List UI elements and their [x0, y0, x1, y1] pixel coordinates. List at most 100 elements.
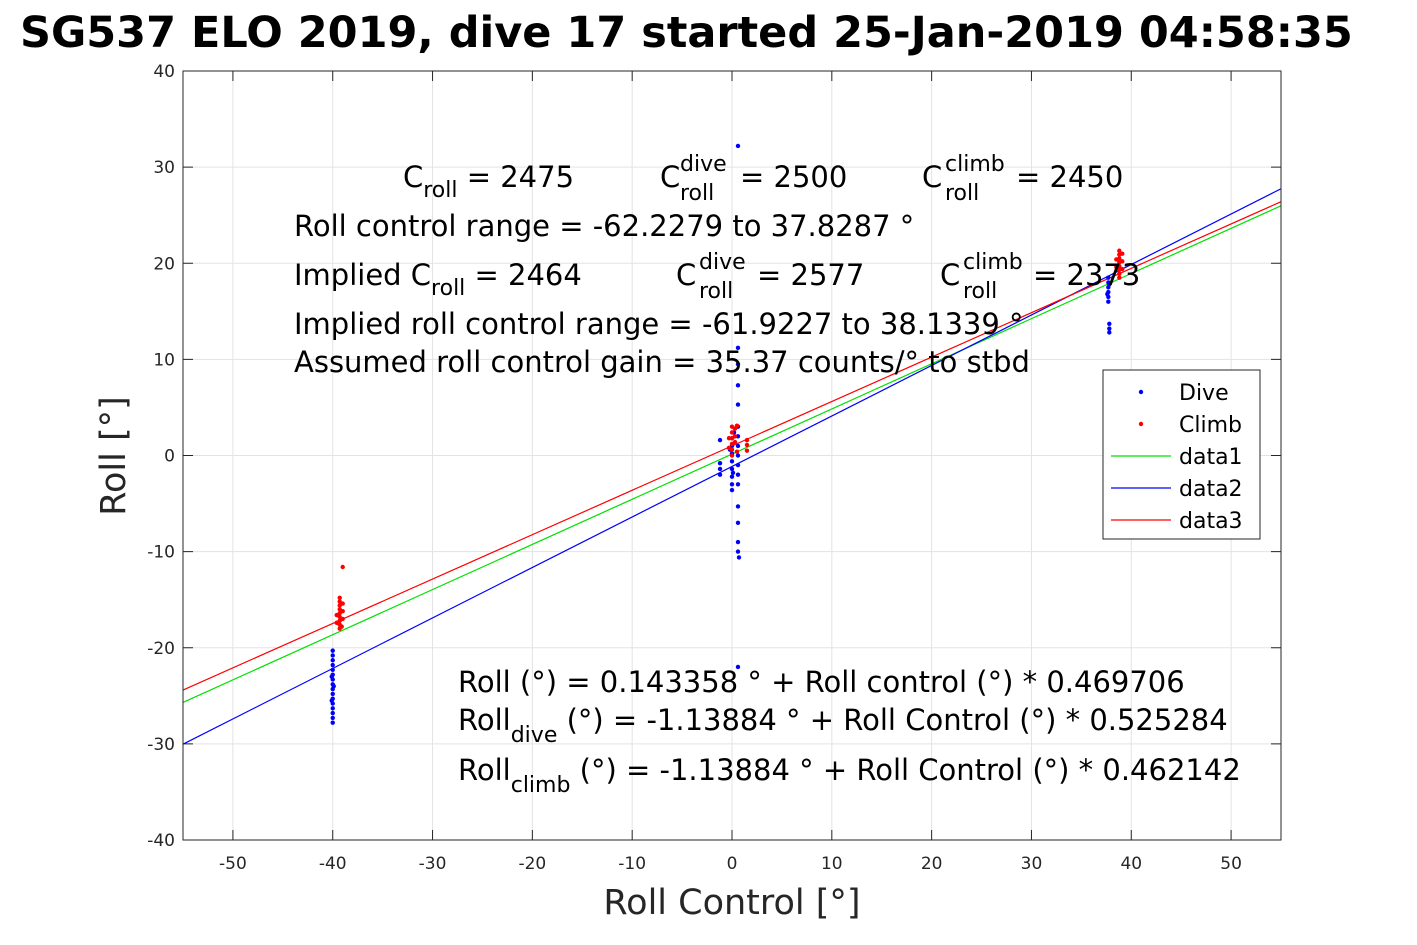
x-tick-label: 0	[727, 854, 738, 874]
dive-point	[330, 658, 335, 663]
x-tick-label: 30	[1021, 854, 1043, 874]
annotation-implied-c-climb-val: = 2373	[1033, 258, 1140, 292]
annotation-fit-climb: Rollclimb (°) = -1.13884 ° + Roll Contro…	[458, 753, 1241, 798]
climb-point	[334, 620, 339, 625]
x-tick-label: 10	[821, 854, 843, 874]
dive-point	[735, 143, 741, 149]
dive-point	[1107, 321, 1112, 327]
x-tick-label: -20	[518, 854, 546, 874]
climb-point	[340, 601, 345, 606]
dive-point	[1106, 275, 1111, 280]
dive-point	[735, 443, 741, 449]
dive-point	[717, 466, 723, 472]
dive-point	[730, 470, 736, 476]
y-tick-label: 20	[153, 254, 175, 274]
climb-point	[726, 435, 732, 441]
annotation-range: Roll control range = -62.2279 to 37.8287…	[294, 209, 914, 243]
annotation-fit-dive: Rolldive (°) = -1.13884 ° + Roll Control…	[458, 703, 1228, 748]
legend-swatch-climb	[1138, 421, 1144, 427]
y-tick-label: -10	[147, 543, 175, 563]
dive-point	[1107, 326, 1112, 331]
annotation-c-dive-val: = 2500	[740, 160, 847, 194]
dive-point	[330, 667, 335, 673]
dive-point	[735, 453, 741, 458]
annotation-implied-range: Implied roll control range = -61.9227 to…	[294, 307, 1024, 341]
climb-point	[744, 437, 750, 443]
annotation-c-climb-val: = 2450	[1016, 160, 1123, 194]
y-tick-label: 0	[164, 447, 175, 467]
dive-point	[330, 710, 335, 716]
climb-point	[729, 430, 735, 435]
dive-point	[729, 474, 735, 479]
dive-point	[735, 520, 741, 525]
annotation-implied-c-climb-sup: climb	[963, 250, 1023, 275]
climb-point	[340, 616, 345, 622]
data-points	[329, 143, 1125, 725]
climb-point	[726, 445, 732, 451]
legend-box	[1102, 369, 1261, 540]
dive-point	[329, 698, 334, 703]
dive-point	[331, 684, 336, 689]
climb-point	[1117, 248, 1122, 253]
annotation-c-climb-sup: climb	[945, 152, 1005, 177]
annotation-fit-all: Roll (°) = 0.143358 ° + Roll control (°)…	[458, 665, 1185, 699]
y-axis-label: Roll [°]	[94, 396, 134, 516]
dive-point	[735, 462, 741, 468]
climb-point	[1114, 257, 1119, 262]
legend-label-data3: data3	[1179, 509, 1243, 534]
x-tick-label: -10	[618, 854, 646, 874]
dive-point	[717, 460, 723, 466]
climb-point	[334, 612, 339, 618]
dive-point	[1105, 291, 1110, 297]
x-tick-label: 50	[1220, 854, 1242, 874]
legend-label-dive: Dive	[1179, 381, 1229, 406]
dive-point	[330, 706, 335, 711]
dive-point	[736, 555, 742, 560]
x-axis-ticks: -50 -40 -30 -20 -10 0 10 20 30 40 50	[219, 71, 1242, 874]
y-tick-label: 40	[153, 62, 175, 82]
x-tick-label: -40	[319, 854, 347, 874]
climb-point	[732, 434, 738, 439]
y-tick-label: 30	[153, 158, 175, 178]
dive-point	[735, 345, 741, 351]
dive-point	[735, 361, 741, 367]
dive-point	[735, 402, 741, 407]
annotation-implied-c-climb-sub: roll	[963, 279, 997, 304]
dive-point	[735, 482, 741, 487]
x-axis-label: Roll Control [°]	[603, 883, 860, 923]
dive-point	[330, 720, 335, 725]
annotation-implied-c-dive-val: = 2577	[757, 258, 864, 292]
annotation-c-roll: Croll = 2475	[403, 160, 574, 203]
x-tick-label: -30	[419, 854, 447, 874]
dive-point	[729, 459, 735, 464]
climb-point	[1114, 264, 1119, 270]
dive-point	[735, 504, 741, 509]
dive-point	[329, 674, 334, 679]
annotation-implied-c-roll: Implied Croll = 2464	[294, 258, 582, 301]
climb-point	[734, 423, 740, 428]
climb-point	[744, 448, 750, 453]
legend-label-data1: data1	[1179, 445, 1243, 470]
y-tick-label: -30	[147, 735, 175, 755]
climb-point	[1120, 266, 1125, 272]
annotation-implied-c-dive-sup: dive	[699, 250, 746, 275]
climb-point	[337, 595, 342, 600]
annotation-implied-c-climb: C	[940, 258, 960, 292]
y-tick-label: 10	[153, 350, 175, 370]
annotation-gain: Assumed roll control gain = 35.37 counts…	[294, 345, 1030, 379]
climb-point	[340, 564, 345, 570]
x-tick-label: -50	[219, 854, 247, 874]
dive-point	[330, 691, 335, 697]
coefficient-annotations: Croll = 2475 C dive roll = 2500 C climb …	[294, 152, 1241, 798]
climb-point	[339, 624, 344, 629]
climb-point	[729, 453, 735, 458]
dive-point	[1106, 299, 1111, 304]
climb-point	[1117, 275, 1122, 280]
dive-point	[717, 437, 723, 443]
legend-label-data2: data2	[1179, 477, 1243, 502]
dive-point	[735, 549, 741, 554]
climb-point	[1120, 251, 1125, 256]
dive-point	[1107, 330, 1112, 335]
dive-point	[330, 648, 335, 653]
